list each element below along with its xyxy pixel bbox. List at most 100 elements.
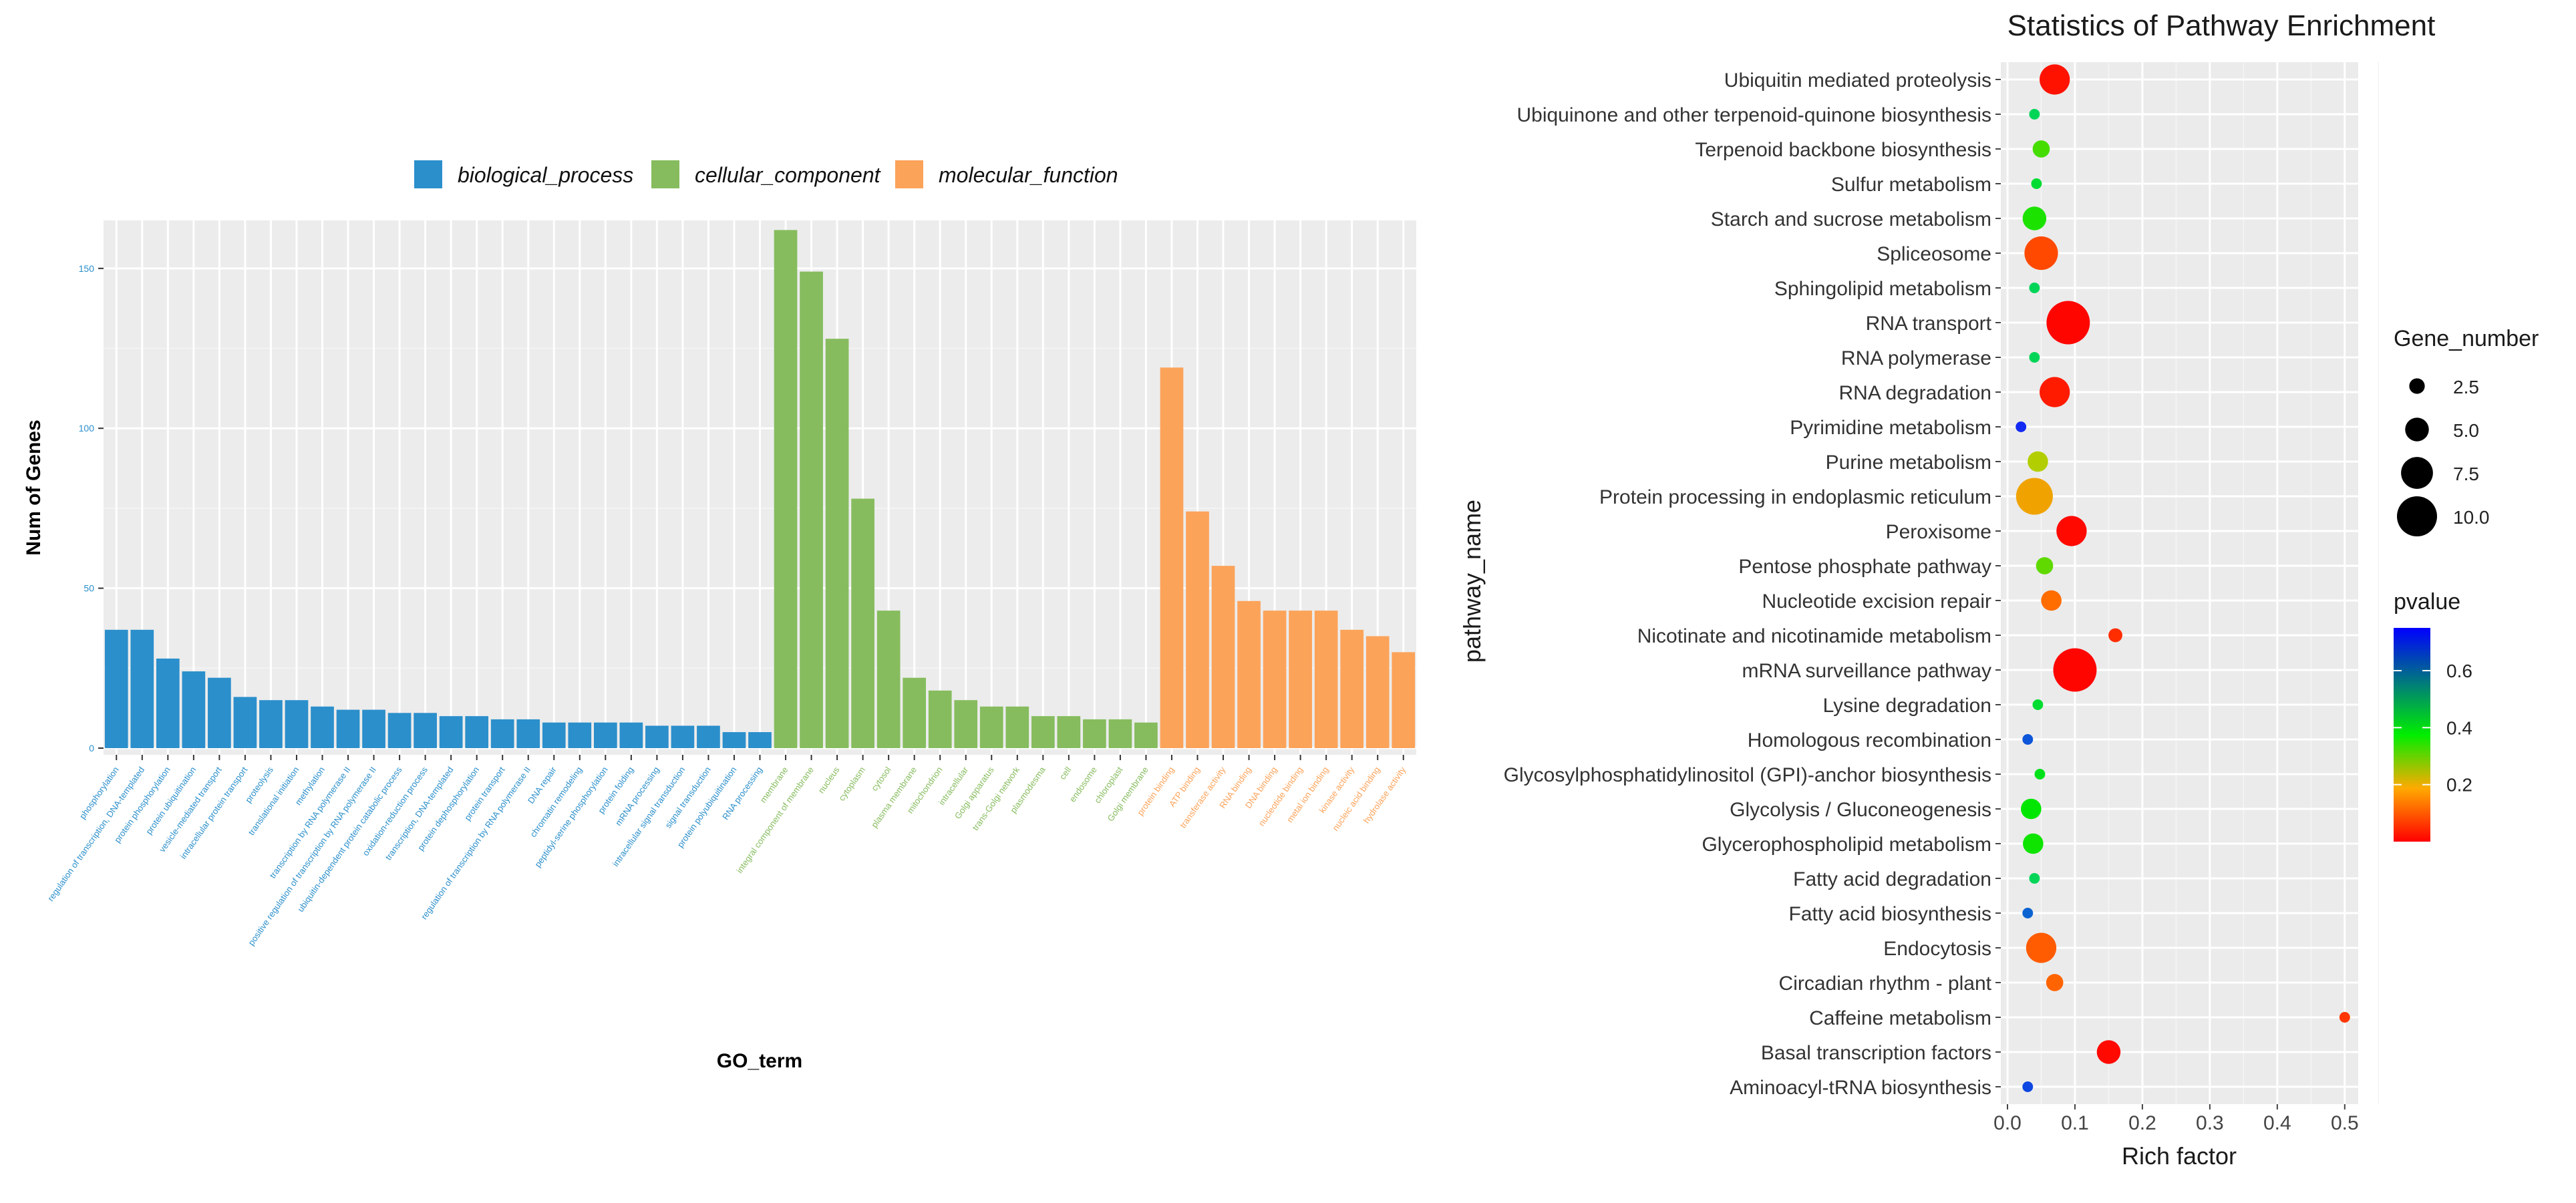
pathway-chart-title: Statistics of Pathway Enrichment [2007, 9, 2436, 42]
pathway-point [2022, 734, 2034, 745]
pathway-point [2029, 873, 2040, 884]
go-bar [156, 658, 180, 748]
pathway-point [2040, 64, 2070, 95]
size-legend-dot [2409, 378, 2425, 394]
pathway-y-tick-label: Endocytosis [1883, 938, 1991, 960]
go-bar [208, 677, 231, 748]
pvalue-colorbar [2394, 628, 2430, 842]
go-bar [1340, 629, 1364, 748]
pathway-y-tick-label: RNA degradation [1839, 382, 1992, 404]
pathway-y-tick-label: Basal transcription factors [1761, 1042, 1991, 1064]
pathway-x-axis-title: Rich factor [2122, 1142, 2237, 1170]
pathway-x-tick-label: 0.0 [1993, 1112, 2022, 1134]
pathway-y-tick-label: Glycolysis / Gluconeogenesis [1730, 799, 1991, 821]
pathway-point [2016, 421, 2027, 432]
go-bar [979, 706, 1003, 748]
go-bar [490, 719, 514, 748]
go-bar [465, 716, 489, 748]
go-bar [1314, 611, 1338, 748]
pathway-point [2023, 833, 2044, 854]
pathway-point [2021, 798, 2042, 820]
pathway-x-tick-label: 0.5 [2331, 1112, 2359, 1134]
pathway-point [2022, 206, 2047, 230]
pathway-y-tick-label: mRNA surveillance pathway [1742, 660, 1992, 682]
pathway-y-tick-label: Homologous recombination [1748, 729, 1991, 751]
go-bar [568, 722, 592, 748]
size-legend-label: 5.0 [2453, 420, 2479, 441]
go-x-tick-label: nucleic acid binding [1330, 765, 1382, 833]
go-bar [645, 725, 669, 748]
go-y-tick-label: 50 [84, 583, 94, 594]
go-bar [1392, 652, 1416, 748]
go-legend-swatch [414, 160, 442, 188]
go-bar [362, 709, 385, 748]
go-bar [1186, 511, 1209, 748]
go-bar [825, 339, 849, 749]
size-legend-dot [2397, 496, 2437, 536]
pathway-point [2029, 352, 2040, 363]
go-bar [774, 230, 798, 748]
go-bar [954, 700, 978, 748]
pathway-y-tick-label: Terpenoid backbone biosynthesis [1695, 139, 1991, 161]
go-bar [1031, 716, 1055, 748]
colorbar-tick-label: 0.4 [2446, 717, 2472, 738]
colorbar-tick-label: 0.6 [2446, 661, 2472, 681]
go-x-tick-label: nucleus [816, 765, 842, 796]
pathway-point [2339, 1012, 2350, 1023]
go-x-tick-label: cytosol [869, 765, 893, 793]
go-bar [414, 713, 437, 748]
pathway-point [2029, 283, 2040, 293]
go-x-axis-title: GO_term [717, 1050, 802, 1072]
go-x-tick-label: trans-Golgi network [970, 765, 1021, 832]
go-bar [800, 271, 823, 748]
pathway-y-tick-label: Circadian rhythm - plant [1779, 973, 1992, 995]
pathway-point [2108, 628, 2122, 643]
go-bar [542, 722, 566, 748]
go-y-axis-title: Num of Genes [23, 419, 45, 555]
size-legend-dot [2401, 457, 2433, 489]
go-x-tick-label: transferase activity [1178, 765, 1228, 830]
pathway-y-tick-label: Aminoacyl-tRNA biosynthesis [1730, 1077, 1991, 1099]
pathway-y-tick-label: Caffeine metabolism [1809, 1007, 1991, 1029]
pathway-point [2041, 590, 2062, 611]
pathway-point [2036, 557, 2054, 574]
pathway-y-tick-label: Sulfur metabolism [1831, 174, 1991, 196]
go-bar [1263, 611, 1287, 748]
size-legend-title: Gene_number [2394, 326, 2539, 351]
go-bar [671, 725, 695, 748]
pathway-point [2032, 140, 2050, 158]
pathway-y-tick-label: Fatty acid degradation [1793, 868, 1991, 890]
pathway-y-tick-label: Spliceosome [1877, 243, 1991, 265]
go-y-tick-label: 0 [89, 743, 94, 753]
go-x-tick-label: regulation of transcription, DNA-templat… [45, 765, 146, 903]
size-legend-label: 2.5 [2453, 377, 2479, 397]
pathway-point [2024, 236, 2058, 271]
pathway-point [2040, 377, 2070, 407]
pathway-y-tick-label: Fatty acid biosynthesis [1789, 903, 1991, 925]
go-legend-swatch [651, 160, 679, 188]
pathway-y-tick-label: Starch and sucrose metabolism [1711, 208, 1991, 230]
go-bar [1108, 719, 1132, 748]
color-legend-title: pvalue [2394, 589, 2460, 615]
pathway-point [2029, 109, 2040, 120]
pathway-y-tick-label: Purine metabolism [1826, 452, 1991, 474]
go-bar [619, 722, 643, 748]
go-legend-swatch [895, 160, 923, 188]
pathway-y-tick-label: Pyrimidine metabolism [1790, 417, 1991, 439]
go-bar [1237, 600, 1261, 748]
go-bar [1289, 611, 1312, 748]
go-bar [311, 706, 334, 748]
pathway-y-tick-label: Ubiquitin mediated proteolysis [1724, 69, 1991, 92]
pathway-y-tick-label: Lysine degradation [1823, 695, 1991, 717]
go-bar [259, 700, 283, 748]
go-bar [336, 709, 360, 748]
go-bar [387, 713, 412, 748]
pathway-y-tick-label: Nucleotide excision repair [1762, 590, 1991, 613]
pathway-y-tick-label: Pentose phosphate pathway [1738, 556, 1991, 578]
pathway-point [2046, 301, 2090, 345]
pathway-point [2034, 769, 2046, 780]
go-x-tick-label: positive regulation of transcription by … [246, 765, 378, 947]
pathway-x-tick-label: 0.1 [2061, 1112, 2089, 1134]
pathway-point [2096, 1040, 2121, 1064]
